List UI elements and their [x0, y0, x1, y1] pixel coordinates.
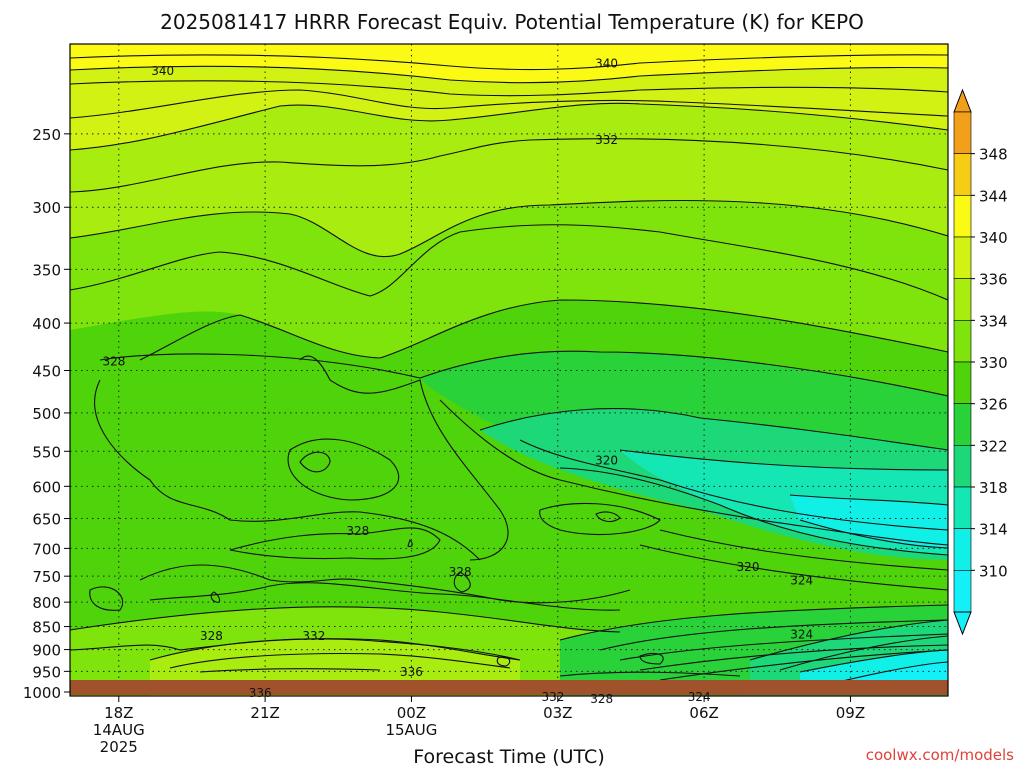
y-tick-label: 550 — [32, 443, 61, 461]
colorbar-swatch — [954, 320, 971, 362]
y-tick-label: 350 — [32, 261, 61, 279]
colorbar-swatch — [954, 445, 971, 487]
colorbar-label: 348 — [979, 146, 1008, 164]
colorbar: 348 344 340 336 334 330 326 322 318 314 310 — [954, 90, 1008, 634]
colorbar-swatch — [954, 404, 971, 446]
x-tick-label: 00Z — [397, 704, 426, 722]
colorbar-swatch — [954, 154, 971, 196]
plot-area: 340 340 332 328 320 328 328 320 324 328 332 324 336 3… — [70, 44, 948, 706]
colorbar-label: 310 — [979, 562, 1008, 580]
colorbar-top-arrow — [954, 90, 971, 112]
x-tick-label: 09Z — [836, 704, 865, 722]
colorbar-label: 330 — [979, 354, 1008, 372]
colorbar-swatch — [954, 487, 971, 529]
y-tick-label: 300 — [32, 199, 61, 217]
ground-strip — [70, 680, 948, 695]
y-tick-label: 750 — [32, 568, 61, 586]
contour-label: 340 — [595, 57, 618, 71]
contour-label: 328 — [200, 629, 223, 643]
colorbar-swatch — [954, 570, 971, 612]
y-tick-label: 700 — [32, 540, 61, 558]
y-tick-label: 800 — [32, 594, 61, 612]
colorbar-label: 314 — [979, 521, 1008, 539]
colorbar-label: 318 — [979, 479, 1008, 497]
contour-label: 328 — [449, 565, 472, 579]
contour-label: 324 — [790, 573, 813, 587]
x-tick-date: 14AUG — [93, 721, 145, 739]
chart-title: 2025081417 HRRR Forecast Equiv. Potentia… — [160, 10, 864, 34]
y-tick-label: 650 — [32, 511, 61, 529]
contour-label: 324 — [790, 628, 813, 642]
x-tick-label: 21Z — [250, 704, 279, 722]
y-tick-label: 250 — [32, 126, 61, 144]
contour-label: 336 — [400, 665, 423, 679]
contour-label: 332 — [541, 690, 564, 704]
x-tick-year: 2025 — [100, 738, 138, 756]
contour-label: 320 — [595, 454, 618, 468]
y-tick-label: 950 — [32, 663, 61, 681]
colorbar-label: 334 — [979, 312, 1008, 330]
y-tick-label: 850 — [32, 619, 61, 637]
y-tick-label: 450 — [32, 362, 61, 380]
colorbar-bottom-arrow — [954, 612, 971, 634]
colorbar-label: 322 — [979, 437, 1008, 455]
contour-label: 336 — [249, 686, 272, 700]
y-tick-label: 400 — [32, 315, 61, 333]
y-tick-label: 900 — [32, 642, 61, 660]
x-tick-label: 18Z — [104, 704, 133, 722]
colorbar-label: 336 — [979, 271, 1008, 289]
contour-label: 340 — [151, 64, 174, 78]
x-tick-label: 03Z — [543, 704, 572, 722]
colorbar-swatch — [954, 112, 971, 154]
y-tick-label: 600 — [32, 478, 61, 496]
colorbar-swatch — [954, 529, 971, 571]
colorbar-label: 340 — [979, 229, 1008, 247]
colorbar-swatch — [954, 279, 971, 321]
y-tick-label: 500 — [32, 405, 61, 423]
contour-label: 320 — [737, 560, 760, 574]
credit-text: coolwx.com/models — [866, 746, 1014, 764]
y-tick-label: 1000 — [23, 684, 61, 702]
colorbar-swatch — [954, 195, 971, 237]
contour-label: 328 — [102, 354, 125, 368]
colorbar-swatch — [954, 237, 971, 279]
colorbar-label: 326 — [979, 396, 1008, 414]
contour-label: 328 — [346, 524, 369, 538]
colorbar-swatch — [954, 362, 971, 404]
x-axis-label: Forecast Time (UTC) — [413, 746, 604, 768]
contour-label: 332 — [595, 133, 618, 147]
y-axis: 250 300 350 400 450 500 550 600 650 700 750 800 850 9… — [23, 126, 70, 702]
colorbar-label: 344 — [979, 187, 1008, 205]
x-tick-date: 15AUG — [385, 721, 437, 739]
contour-label: 332 — [302, 629, 325, 643]
contour-label: 328 — [590, 692, 613, 706]
x-tick-label: 06Z — [689, 704, 718, 722]
contour-label: 324 — [688, 690, 711, 704]
